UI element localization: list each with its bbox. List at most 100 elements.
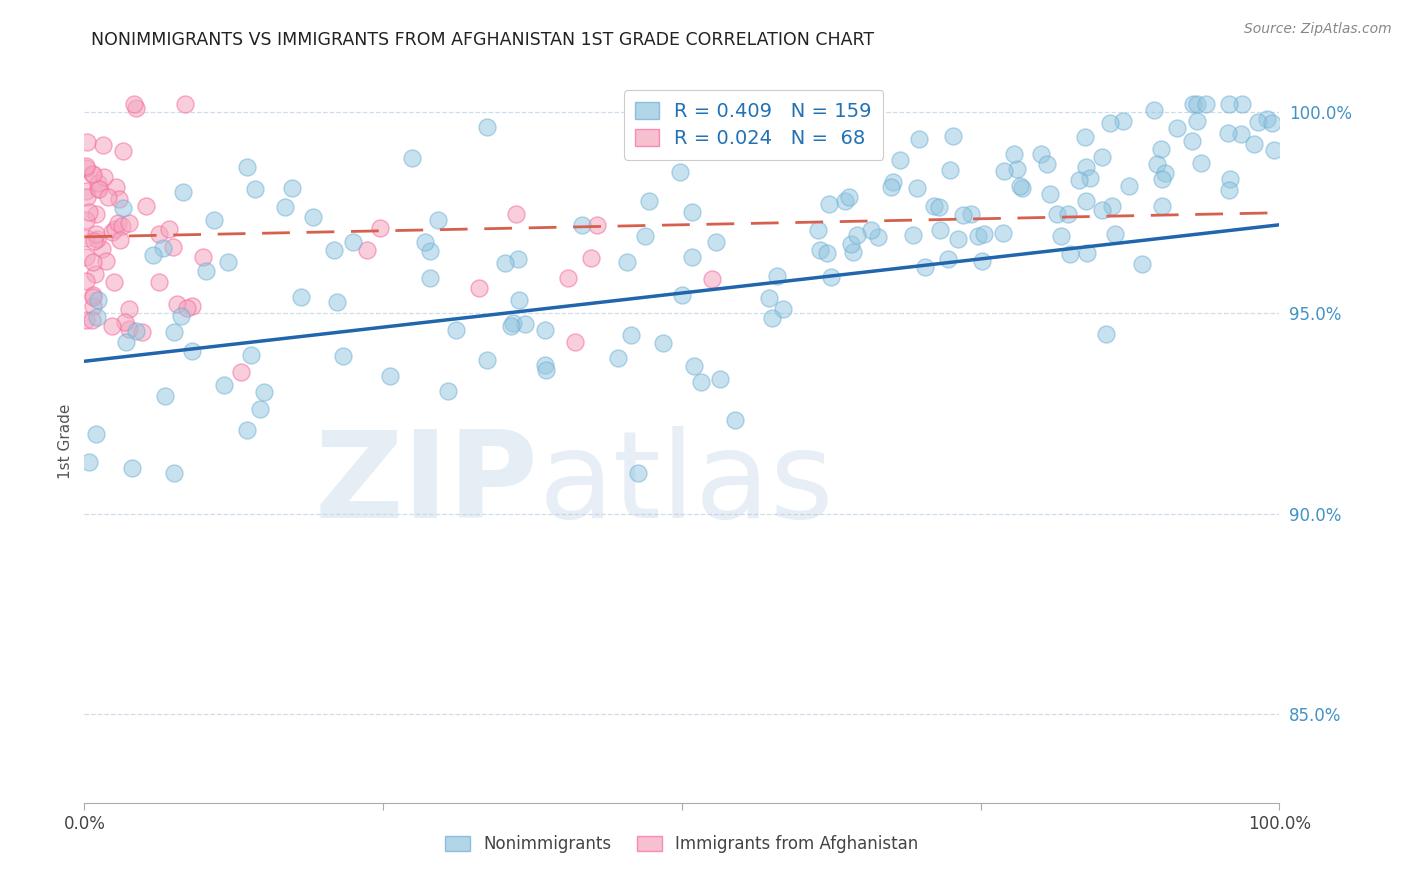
Point <box>125 325 148 339</box>
Point <box>772 301 794 316</box>
Point <box>1036 157 1059 171</box>
Text: Source: ZipAtlas.com: Source: ZipAtlas.com <box>1244 22 1392 37</box>
Point <box>76 190 98 204</box>
Point <box>125 101 148 115</box>
Point <box>274 200 297 214</box>
Point <box>1101 199 1123 213</box>
Point <box>1076 194 1098 208</box>
Point <box>820 269 842 284</box>
Point <box>1154 166 1177 180</box>
Point <box>1011 181 1033 195</box>
Point <box>1166 120 1188 135</box>
Point <box>1005 162 1028 177</box>
Point <box>155 388 177 402</box>
Point <box>1146 157 1168 171</box>
Point <box>1195 97 1218 112</box>
Point <box>101 318 124 333</box>
Point <box>1078 170 1101 185</box>
Point <box>86 310 108 325</box>
Point <box>326 295 349 310</box>
Point <box>991 226 1014 240</box>
Point <box>1219 172 1241 186</box>
Point <box>533 323 555 337</box>
Point <box>82 167 104 181</box>
Point <box>494 256 516 270</box>
Point <box>281 181 304 195</box>
Point <box>117 215 139 229</box>
Point <box>77 455 100 469</box>
Point <box>80 313 103 327</box>
Point <box>838 189 860 203</box>
Point <box>236 423 259 437</box>
Point <box>1130 258 1153 272</box>
Point <box>111 145 134 159</box>
Point <box>111 201 134 215</box>
Point <box>1091 150 1114 164</box>
Point <box>1181 134 1204 148</box>
Point <box>817 197 839 211</box>
Point <box>243 182 266 196</box>
Point <box>82 290 104 304</box>
Point <box>841 244 863 259</box>
Point <box>86 231 108 245</box>
Point <box>475 120 498 134</box>
Point <box>939 162 962 177</box>
Point <box>1256 112 1278 127</box>
Point <box>889 153 911 168</box>
Text: NONIMMIGRANTS VS IMMIGRANTS FROM AFGHANISTAN 1ST GRADE CORRELATION CHART: NONIMMIGRANTS VS IMMIGRANTS FROM AFGHANI… <box>91 31 875 49</box>
Point <box>475 352 498 367</box>
Point <box>83 235 105 249</box>
Point <box>108 233 131 247</box>
Point <box>93 169 115 184</box>
Point <box>1143 103 1166 117</box>
Point <box>908 132 931 146</box>
Point <box>638 194 661 209</box>
Point <box>1185 97 1208 112</box>
Point <box>419 244 441 258</box>
Point <box>174 97 197 112</box>
Point <box>1059 247 1081 261</box>
Point <box>103 275 125 289</box>
Point <box>1187 114 1209 128</box>
Point <box>413 235 436 250</box>
Point <box>253 385 276 400</box>
Point <box>75 231 97 245</box>
Point <box>993 164 1015 178</box>
Point <box>170 310 193 324</box>
Point <box>841 236 863 251</box>
Point <box>683 359 706 374</box>
Point <box>84 206 107 220</box>
Point <box>84 267 107 281</box>
Point <box>87 182 110 196</box>
Point <box>229 366 252 380</box>
Point <box>501 319 523 334</box>
Point <box>1189 156 1212 170</box>
Point <box>606 351 628 365</box>
Point <box>142 248 165 262</box>
Point <box>505 207 527 221</box>
Point <box>82 299 104 313</box>
Point <box>118 301 141 316</box>
Point <box>922 199 945 213</box>
Point <box>468 281 491 295</box>
Point <box>942 128 965 143</box>
Point <box>75 313 97 327</box>
Text: atlas: atlas <box>538 426 834 543</box>
Point <box>166 297 188 311</box>
Point <box>946 232 969 246</box>
Point <box>157 222 180 236</box>
Point <box>1091 203 1114 218</box>
Point <box>84 227 107 241</box>
Point <box>148 275 170 289</box>
Point <box>758 291 780 305</box>
Point <box>1056 207 1078 221</box>
Point <box>1150 171 1173 186</box>
Point <box>579 251 602 265</box>
Point <box>118 322 141 336</box>
Point <box>1076 160 1098 174</box>
Point <box>427 213 450 227</box>
Point <box>880 180 903 194</box>
Point <box>86 176 108 190</box>
Point <box>815 246 838 260</box>
Point <box>378 368 401 383</box>
